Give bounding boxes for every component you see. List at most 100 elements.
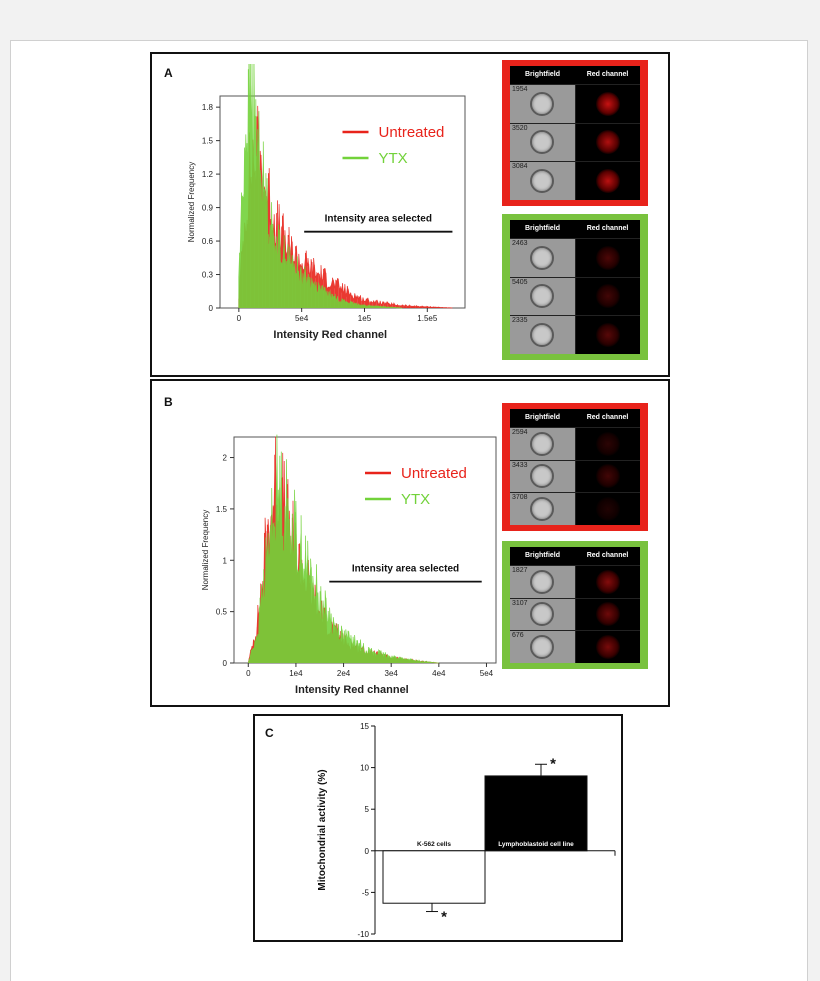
chart-a-x-tick-label: 5e4 [295, 314, 309, 323]
chart-c-bar-lymphoblastoid [484, 775, 588, 852]
chart-a-y-tick-label: 0.9 [202, 204, 214, 213]
chart-a-x-axis-label: Intensity Red channel [273, 329, 387, 341]
cell-image-row: 5405 [510, 276, 640, 316]
red-channel-cell [595, 497, 620, 522]
cell-id-label: 1954 [512, 86, 528, 93]
chart-b-y-tick-label: 1.5 [216, 505, 228, 514]
image-strip-header-label: Brightfield [525, 225, 560, 232]
chart-a-y-tick-label: 0 [209, 304, 214, 313]
cell-image-row: 3708 [510, 492, 640, 525]
cell-image-row: 2594 [510, 427, 640, 460]
brightfield-image: 1954 [510, 84, 576, 123]
chart-b-y-tick-label: 1 [223, 556, 228, 565]
chart-b-y-tick-label: 2 [223, 454, 228, 463]
brightfield-cell [530, 284, 555, 309]
brightfield-image: 2335 [510, 315, 576, 354]
panel-b-label: B [164, 395, 173, 409]
chart-c-category-label: K-562 cells [417, 841, 451, 848]
red-channel-image [575, 427, 640, 460]
chart-c-y-tick-label: 15 [360, 722, 369, 731]
cell-id-label: 3520 [512, 124, 528, 132]
cell-image-row: 3084 [510, 161, 640, 200]
chart-b-x-tick-label: 4e4 [432, 669, 446, 678]
brightfield-cell [530, 130, 555, 155]
chart-c-category-label: Lymphoblastoid cell line [498, 841, 574, 848]
chart-b-x-tick-label: 0 [246, 669, 251, 678]
cell-image-row: 676 [510, 630, 640, 663]
red-channel-cell [595, 569, 620, 594]
cell-image-row: 3107 [510, 597, 640, 631]
image-strip-header-label: Red channel [586, 71, 629, 78]
red-channel-image [575, 122, 640, 162]
cell-image-row: 1827 [510, 565, 640, 598]
chart-a-y-tick-label: 0.3 [202, 271, 214, 280]
brightfield-cell [530, 464, 555, 489]
figure-sheet: A 0 0.3 0.6 0.9 1.2 1.5 1.8 0 5e4 1e5 1.5e5 Intensi… [10, 40, 808, 981]
image-strip-header-label: Brightfield [525, 552, 560, 559]
red-channel-image [575, 238, 640, 277]
red-channel-image [575, 492, 640, 525]
panel-b: B 0 0.5 1 1.5 2 0 1e4 2e4 3e4 4e4 5e4 Intensity Red… [150, 379, 670, 707]
histogram-a: 0 0.3 0.6 0.9 1.2 1.5 1.8 0 5e4 1e5 1.5e5 Intensity… [187, 64, 466, 341]
image-strip-a-untreated: Brightfield Red channel 1954 3520 3084 [502, 60, 648, 206]
chart-a-y-tick-label: 1.8 [202, 103, 214, 112]
red-channel-image [575, 630, 640, 663]
brightfield-cell [530, 569, 555, 594]
brightfield-cell [530, 635, 555, 660]
brightfield-cell [530, 497, 555, 522]
cell-image-row: 3520 [510, 122, 640, 162]
cell-id-label: 2463 [512, 240, 528, 247]
chart-a-y-tick-label: 0.6 [202, 237, 214, 246]
chart-a-y-tick-label: 1.2 [202, 170, 214, 179]
brightfield-image: 3708 [510, 492, 576, 525]
chart-a-series-ytx-line [238, 64, 403, 309]
chart-b-series-ytx-line [247, 434, 439, 664]
chart-a-y-tick-label: 1.5 [202, 137, 214, 146]
cell-id-label: 5405 [512, 278, 528, 286]
image-strip-header-label: Red channel [586, 414, 629, 421]
chart-b-x-axis-label: Intensity Red channel [295, 684, 409, 696]
chart-b-annotation-text: Intensity area selected [352, 564, 459, 575]
brightfield-image: 3433 [510, 459, 576, 493]
chart-b-legend-label: YTX [401, 491, 430, 508]
red-channel-image [575, 597, 640, 631]
cell-image-row: 3433 [510, 459, 640, 493]
image-strip-a-ytx: Brightfield Red channel 2463 5405 2335 [502, 214, 648, 360]
red-channel-cell [595, 323, 620, 348]
red-channel-image [575, 315, 640, 354]
image-strip-header: Brightfield Red channel [510, 409, 640, 427]
brightfield-cell [530, 431, 555, 456]
cell-image-row: 1954 [510, 84, 640, 123]
red-channel-cell [595, 245, 620, 270]
brightfield-image: 676 [510, 630, 576, 663]
cell-id-label: 1827 [512, 567, 528, 574]
chart-c-y-tick-label: 0 [365, 847, 370, 856]
brightfield-cell [530, 169, 555, 194]
brightfield-image: 3520 [510, 122, 576, 162]
chart-b-y-tick-label: 0.5 [216, 608, 228, 617]
cell-image-row: 2335 [510, 315, 640, 354]
chart-a-x-tick-label: 1.5e5 [417, 314, 438, 323]
cell-id-label: 3433 [512, 461, 528, 469]
red-channel-cell [595, 91, 620, 116]
cell-id-label: 2335 [512, 317, 528, 325]
red-channel-cell [595, 169, 620, 194]
image-strip-header: Brightfield Red channel [510, 220, 640, 238]
image-strip-header-label: Brightfield [525, 414, 560, 421]
chart-c-y-tick-label: 10 [360, 764, 369, 773]
chart-c-y-axis-label: Mitochondrial activity (%) [317, 769, 328, 890]
image-strip-header-label: Red channel [586, 225, 629, 232]
brightfield-image: 1827 [510, 565, 576, 598]
chart-b-x-tick-label: 3e4 [385, 669, 399, 678]
cell-id-label: 2594 [512, 429, 528, 436]
brightfield-image: 3084 [510, 161, 576, 200]
brightfield-image: 2463 [510, 238, 576, 277]
red-channel-cell [595, 130, 620, 155]
chart-a-annotation-text: Intensity area selected [325, 214, 432, 225]
histogram-b: 0 0.5 1 1.5 2 0 1e4 2e4 3e4 4e4 5e4 Intensity Red c… [201, 434, 497, 696]
brightfield-cell [530, 602, 555, 627]
red-channel-cell [595, 284, 620, 309]
brightfield-image: 2594 [510, 427, 576, 460]
chart-b-x-tick-label: 1e4 [289, 669, 303, 678]
cell-id-label: 3107 [512, 599, 528, 607]
